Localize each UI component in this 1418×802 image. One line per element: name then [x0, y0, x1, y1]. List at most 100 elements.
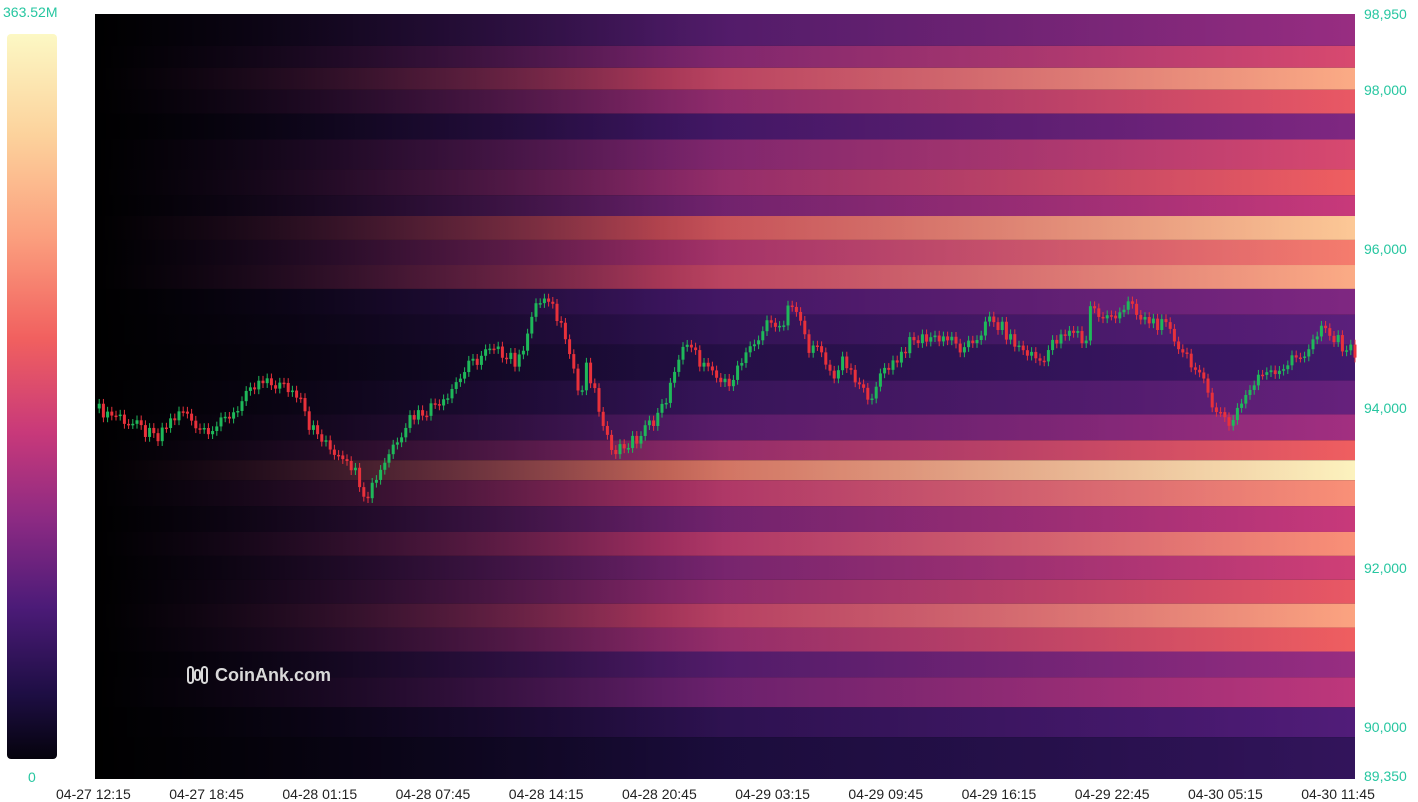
candle-down: [992, 316, 996, 323]
candle-down: [652, 420, 656, 426]
candle-down: [1164, 319, 1168, 323]
candle-down: [1328, 328, 1332, 336]
candle-down: [937, 335, 941, 342]
candle-down: [1013, 334, 1017, 347]
candle-up: [786, 305, 790, 326]
candle-down: [1353, 344, 1357, 358]
candle-down: [904, 351, 908, 354]
candle-up: [370, 482, 374, 499]
candle-down: [337, 454, 341, 457]
candle-down: [916, 340, 920, 344]
candle-up: [1059, 334, 1063, 344]
candle-up: [744, 352, 748, 363]
candle-up: [656, 412, 660, 426]
watermark-text: CoinAnk.com: [215, 664, 332, 685]
candle-up: [1076, 331, 1080, 333]
candle-down: [1004, 321, 1008, 340]
candle-up: [1030, 351, 1034, 356]
candle-down: [887, 367, 891, 370]
candle-up: [1345, 350, 1349, 352]
candle-up: [580, 390, 584, 392]
candle-down: [1025, 350, 1029, 356]
candle-down: [295, 390, 299, 398]
candle-up: [391, 444, 395, 455]
candle-up: [1118, 312, 1122, 319]
candle-down: [433, 403, 437, 405]
candle-up: [290, 390, 294, 393]
candle-down: [1021, 345, 1025, 351]
candle-down: [1172, 328, 1176, 342]
candle-up: [677, 359, 681, 372]
candle-up: [526, 333, 530, 351]
candle-up: [1315, 336, 1319, 340]
candle-up: [1231, 419, 1235, 426]
candle-down: [152, 427, 156, 434]
candle-up: [643, 425, 647, 436]
candle-up: [1000, 321, 1004, 331]
candle-up: [685, 344, 689, 347]
candle-up: [736, 365, 740, 380]
candle-down: [857, 382, 861, 385]
candle-down: [492, 348, 496, 351]
candle-down: [1185, 352, 1189, 354]
candle-down: [862, 384, 866, 388]
candle-up: [878, 373, 882, 387]
candle-down: [689, 344, 693, 348]
candle-down: [820, 346, 824, 353]
candle-down: [122, 414, 126, 424]
candle-up: [702, 362, 706, 367]
candle-down: [832, 370, 836, 379]
candle-down: [475, 358, 479, 365]
candle-down: [156, 433, 160, 442]
candle-down: [173, 418, 177, 421]
candle-down: [551, 301, 555, 304]
candle-up: [232, 412, 236, 419]
candle-down: [828, 364, 832, 371]
candle-down: [437, 404, 441, 406]
candle-up: [148, 427, 152, 437]
candle-down: [773, 322, 777, 327]
candle-down: [349, 461, 353, 471]
candle-down: [706, 362, 710, 367]
candle-up: [668, 382, 672, 403]
candle-down: [1072, 330, 1076, 333]
color-scale-min-label: 0: [28, 769, 36, 785]
candle-down: [1298, 357, 1302, 360]
candle-up: [387, 454, 391, 463]
candle-up: [223, 416, 227, 419]
candle-up: [463, 372, 467, 379]
candle-down: [198, 428, 202, 430]
candle-down: [727, 378, 731, 387]
candle-down: [895, 360, 899, 363]
candle-up: [752, 344, 756, 347]
candle-up: [534, 303, 538, 317]
candle-down: [954, 336, 958, 344]
candle-up: [1240, 403, 1244, 408]
x-tick-label: 04-29 22:45: [1074, 786, 1150, 802]
candle-down: [1324, 325, 1328, 329]
x-tick-label: 04-29 09:45: [848, 786, 924, 802]
candle-up: [244, 390, 248, 402]
candle-up: [1105, 315, 1109, 319]
candle-down: [1139, 314, 1143, 320]
candle-up: [215, 426, 219, 432]
candle-up: [950, 336, 954, 341]
candle-up: [1277, 370, 1281, 375]
candle-up: [941, 336, 945, 342]
candle-up: [584, 362, 588, 391]
candle-up: [202, 427, 206, 430]
candle-up: [673, 371, 677, 383]
candle-down: [845, 356, 849, 369]
candle-down: [589, 362, 593, 384]
y-tick-label: 98,950: [1364, 6, 1407, 22]
candle-up: [1088, 306, 1092, 341]
x-tick-label: 04-28 14:15: [508, 786, 584, 802]
candle-down: [593, 383, 597, 389]
candle-down: [143, 425, 147, 437]
candle-down: [303, 398, 307, 412]
candle-down: [576, 368, 580, 391]
candle-up: [723, 378, 727, 383]
coinank-logo-icon: [187, 666, 208, 684]
candle-up: [236, 410, 240, 413]
